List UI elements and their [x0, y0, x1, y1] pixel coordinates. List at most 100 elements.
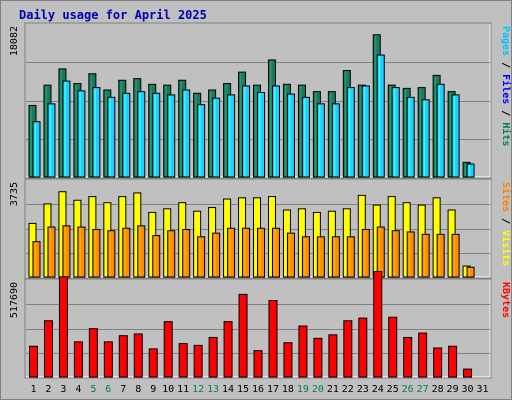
bar-kbytes-day-4 — [73, 341, 83, 378]
x-tick-label: 2 — [45, 384, 51, 395]
bar-sites-day-10 — [167, 230, 176, 278]
x-tick-label: 14 — [222, 384, 234, 395]
bar-sites-day-20 — [316, 236, 325, 278]
legend-item-kbytes: KBytes — [500, 282, 511, 318]
y-max-label: 517690 — [9, 282, 20, 318]
bar-kbytes-day-12 — [193, 344, 203, 378]
x-tick-label: 5 — [90, 384, 96, 395]
bar-sites-day-18 — [286, 232, 295, 278]
x-tick-label: 15 — [237, 384, 249, 395]
bar-pages-day-9 — [152, 92, 161, 178]
bar-sites-day-1 — [32, 241, 41, 278]
bar-pages-day-30 — [466, 163, 475, 178]
bar-sites-day-4 — [77, 226, 86, 278]
bar-kbytes-day-13 — [208, 336, 218, 378]
bar-kbytes-day-27 — [418, 332, 428, 378]
x-tick-label: 31 — [476, 384, 488, 395]
bar-pages-day-1 — [32, 121, 41, 178]
bar-kbytes-day-2 — [43, 320, 53, 378]
bar-sites-day-28 — [436, 233, 445, 278]
bar-kbytes-day-14 — [223, 321, 233, 378]
legend-item-files: Files — [500, 74, 512, 104]
bar-sites-day-9 — [152, 235, 161, 278]
bar-kbytes-day-20 — [313, 337, 323, 378]
bar-pages-day-26 — [406, 96, 415, 178]
bar-pages-day-4 — [77, 90, 86, 178]
bar-pages-day-12 — [197, 104, 206, 178]
x-tick-label: 28 — [432, 384, 444, 395]
x-tick-label: 13 — [207, 384, 219, 395]
x-tick-label: 8 — [135, 384, 141, 395]
bar-pages-day-16 — [257, 91, 266, 178]
bar-sites-day-13 — [212, 232, 221, 278]
bar-kbytes-day-15 — [238, 293, 248, 378]
legend-hits-files-pages: Pages / Files / Hits — [500, 26, 512, 146]
bar-sites-day-8 — [137, 225, 146, 278]
bar-kbytes-day-10 — [163, 321, 173, 378]
x-tick-label: 29 — [447, 384, 459, 395]
bar-pages-day-13 — [212, 97, 221, 178]
bar-sites-day-23 — [361, 228, 370, 278]
bar-kbytes-day-26 — [403, 336, 413, 378]
x-tick-label: 9 — [150, 384, 156, 395]
x-tick-label: 17 — [267, 384, 279, 395]
x-tick-label: 30 — [462, 384, 474, 395]
x-tick-label: 3 — [60, 384, 66, 395]
bar-pages-day-20 — [316, 103, 325, 178]
legend-item-sites: Sites — [500, 182, 512, 212]
bar-sites-day-29 — [451, 233, 460, 278]
x-tick-label: 21 — [327, 384, 339, 395]
x-tick-label: 20 — [312, 384, 324, 395]
x-tick-label: 23 — [357, 384, 369, 395]
bar-kbytes-day-25 — [388, 316, 398, 378]
bar-sites-day-12 — [197, 236, 206, 278]
x-tick-label: 18 — [282, 384, 294, 395]
bar-sites-day-14 — [227, 227, 236, 278]
bar-kbytes-day-19 — [298, 325, 308, 378]
y-max-label: 18082 — [9, 26, 20, 56]
x-tick-label: 10 — [162, 384, 174, 395]
bar-sites-day-25 — [391, 230, 400, 278]
x-tick-label: 6 — [105, 384, 111, 395]
legend-separator: / — [500, 212, 511, 230]
x-tick-label: 12 — [192, 384, 204, 395]
bar-pages-day-28 — [436, 83, 445, 178]
bar-pages-day-6 — [107, 96, 116, 178]
bar-kbytes-day-1 — [29, 345, 38, 378]
x-tick-label: 4 — [75, 384, 81, 395]
bar-pages-day-2 — [47, 103, 56, 178]
bar-pages-day-23 — [361, 85, 370, 178]
bar-kbytes-day-30 — [463, 368, 473, 378]
bar-kbytes-day-21 — [328, 334, 338, 378]
bar-pages-day-18 — [286, 93, 295, 178]
bar-sites-day-17 — [271, 227, 280, 278]
bar-sites-day-16 — [257, 227, 266, 278]
chart-title: Daily usage for April 2025 — [19, 8, 207, 22]
legend-separator: / — [500, 56, 511, 74]
x-tick-label: 27 — [417, 384, 429, 395]
bar-sites-day-15 — [242, 227, 251, 278]
bar-pages-day-7 — [122, 92, 131, 178]
bar-kbytes-day-18 — [283, 342, 293, 378]
bar-sites-day-22 — [346, 236, 355, 278]
bar-pages-day-22 — [346, 87, 355, 178]
legend-kbytes: KBytes — [500, 282, 511, 318]
y-max-label: 3735 — [9, 182, 20, 206]
bar-kbytes-day-7 — [118, 335, 128, 378]
bar-pages-day-27 — [421, 99, 430, 178]
bar-sites-day-2 — [47, 226, 56, 278]
bar-pages-day-11 — [182, 89, 191, 178]
bar-pages-day-8 — [137, 91, 146, 178]
bar-kbytes-day-8 — [133, 333, 143, 378]
bar-sites-day-30 — [466, 266, 475, 278]
legend-visits-sites: Sites / Visits — [500, 182, 512, 266]
bar-pages-day-21 — [331, 103, 340, 178]
bar-pages-day-14 — [227, 94, 236, 178]
bar-kbytes-day-11 — [178, 343, 188, 378]
bar-sites-day-11 — [182, 228, 191, 278]
x-tick-label: 19 — [297, 384, 309, 395]
bar-sites-day-26 — [406, 231, 415, 278]
bar-kbytes-day-28 — [433, 347, 443, 378]
bar-pages-day-5 — [92, 87, 101, 178]
x-tick-label: 7 — [120, 384, 126, 395]
